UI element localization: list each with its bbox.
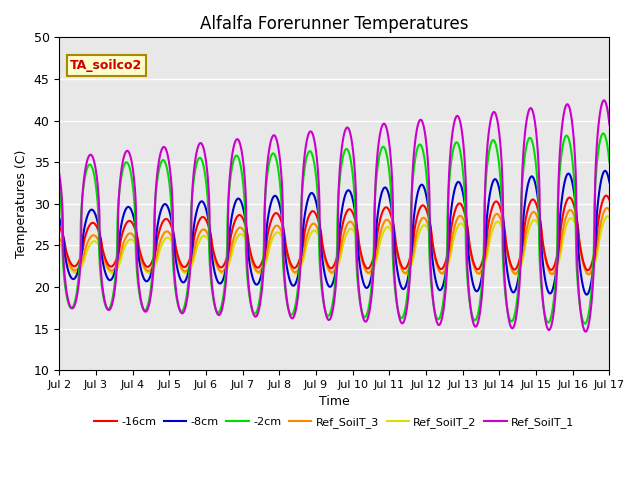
Ref_SoilT_1 <box>536 183 543 189</box>
-8cm <box>583 292 591 298</box>
Ref_SoilT_1 <box>600 97 608 103</box>
Ref_SoilT_2 <box>118 252 126 258</box>
Line: Ref_SoilT_1: Ref_SoilT_1 <box>60 100 609 332</box>
Title: Alfalfa Forerunner Temperatures: Alfalfa Forerunner Temperatures <box>200 15 468 33</box>
-2cm <box>595 145 603 151</box>
Ref_SoilT_3 <box>536 221 543 227</box>
-16cm <box>266 221 274 227</box>
Ref_SoilT_3 <box>118 245 126 251</box>
-16cm <box>536 213 543 219</box>
-2cm <box>536 249 543 255</box>
Ref_SoilT_2 <box>604 214 611 219</box>
-2cm <box>600 131 607 136</box>
Ref_SoilT_3 <box>603 205 611 211</box>
Ref_SoilT_3 <box>595 230 603 236</box>
-8cm <box>266 203 274 209</box>
-8cm <box>595 192 603 198</box>
-8cm <box>291 283 298 288</box>
-16cm <box>584 267 591 273</box>
Ref_SoilT_3 <box>266 235 274 240</box>
Ref_SoilT_1 <box>595 120 603 125</box>
-2cm <box>118 170 126 176</box>
Ref_SoilT_1 <box>266 141 274 146</box>
-16cm <box>595 215 603 221</box>
Ref_SoilT_1 <box>151 219 159 225</box>
Ref_SoilT_1 <box>118 163 126 169</box>
X-axis label: Time: Time <box>319 396 349 408</box>
Line: Ref_SoilT_3: Ref_SoilT_3 <box>60 208 609 275</box>
Ref_SoilT_2 <box>56 240 63 246</box>
Ref_SoilT_2 <box>605 215 613 220</box>
Legend: -16cm, -8cm, -2cm, Ref_SoilT_3, Ref_SoilT_2, Ref_SoilT_1: -16cm, -8cm, -2cm, Ref_SoilT_3, Ref_Soil… <box>90 412 579 432</box>
Ref_SoilT_2 <box>595 240 603 246</box>
Line: -2cm: -2cm <box>60 133 609 324</box>
-8cm <box>536 208 543 214</box>
Ref_SoilT_2 <box>536 225 543 231</box>
-8cm <box>601 168 609 174</box>
-2cm <box>291 308 298 313</box>
Text: TA_soilco2: TA_soilco2 <box>70 59 143 72</box>
-2cm <box>151 205 159 211</box>
-2cm <box>581 321 589 326</box>
-2cm <box>266 156 274 161</box>
Ref_SoilT_1 <box>605 122 613 128</box>
Line: -16cm: -16cm <box>60 196 609 270</box>
Ref_SoilT_1 <box>291 313 298 319</box>
Ref_SoilT_2 <box>266 242 274 248</box>
Ref_SoilT_3 <box>605 208 613 214</box>
-16cm <box>605 197 613 203</box>
-8cm <box>605 180 613 185</box>
-2cm <box>56 185 63 191</box>
-16cm <box>291 265 298 271</box>
Ref_SoilT_1 <box>56 171 63 177</box>
Ref_SoilT_2 <box>151 264 159 270</box>
Line: Ref_SoilT_2: Ref_SoilT_2 <box>60 216 609 275</box>
-8cm <box>151 252 159 258</box>
-8cm <box>118 218 126 224</box>
Ref_SoilT_2 <box>291 270 298 276</box>
Ref_SoilT_3 <box>151 259 159 265</box>
Y-axis label: Temperatures (C): Temperatures (C) <box>15 150 28 258</box>
Ref_SoilT_2 <box>586 272 593 277</box>
-16cm <box>151 251 159 257</box>
Ref_SoilT_3 <box>56 236 63 241</box>
-16cm <box>602 193 610 199</box>
Ref_SoilT_3 <box>291 269 298 275</box>
-2cm <box>605 159 613 165</box>
Ref_SoilT_1 <box>582 329 589 335</box>
-16cm <box>56 224 63 230</box>
-8cm <box>56 216 63 221</box>
Ref_SoilT_3 <box>585 272 593 277</box>
Line: -8cm: -8cm <box>60 171 609 295</box>
-16cm <box>118 232 126 238</box>
